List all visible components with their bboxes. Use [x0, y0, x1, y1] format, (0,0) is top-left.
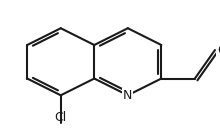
Text: N: N — [123, 89, 132, 102]
Text: Cl: Cl — [55, 111, 67, 124]
Text: O: O — [217, 44, 220, 57]
